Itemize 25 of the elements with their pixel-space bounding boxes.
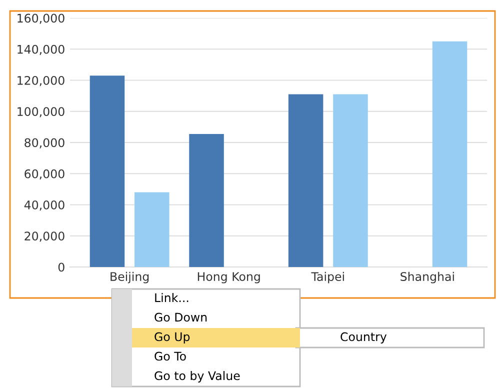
text: Country [340,332,387,344]
y-tick-label: 140,000 [18,44,64,55]
bar [432,41,468,267]
y-tick-label: 20,000 [24,232,64,242]
text: Link... [155,293,188,302]
y-tick-label: 60,000 [24,169,64,180]
x-tick-label: Beijing [110,272,149,284]
y-tick-label: 100,000 [18,107,64,118]
bar [288,94,324,267]
x-tick-label: Taipei [311,272,344,284]
bar [189,134,224,267]
y-tick-label: 40,000 [24,200,64,211]
bar [134,192,170,267]
text: Go Down [154,312,207,322]
y-tick-label: 0 [58,262,64,272]
text: Go to by Value [154,371,240,382]
bar [90,76,125,267]
y-tick-label: 160,000 [18,14,64,24]
text: Go Up [154,332,190,344]
y-tick-label: 120,000 [18,76,64,86]
text: Go To [154,352,186,361]
x-tick-label: Hong Kong [198,272,260,284]
bar [333,94,368,267]
x-tick-label: Shanghai [400,272,454,284]
y-tick-label: 80,000 [24,138,64,148]
